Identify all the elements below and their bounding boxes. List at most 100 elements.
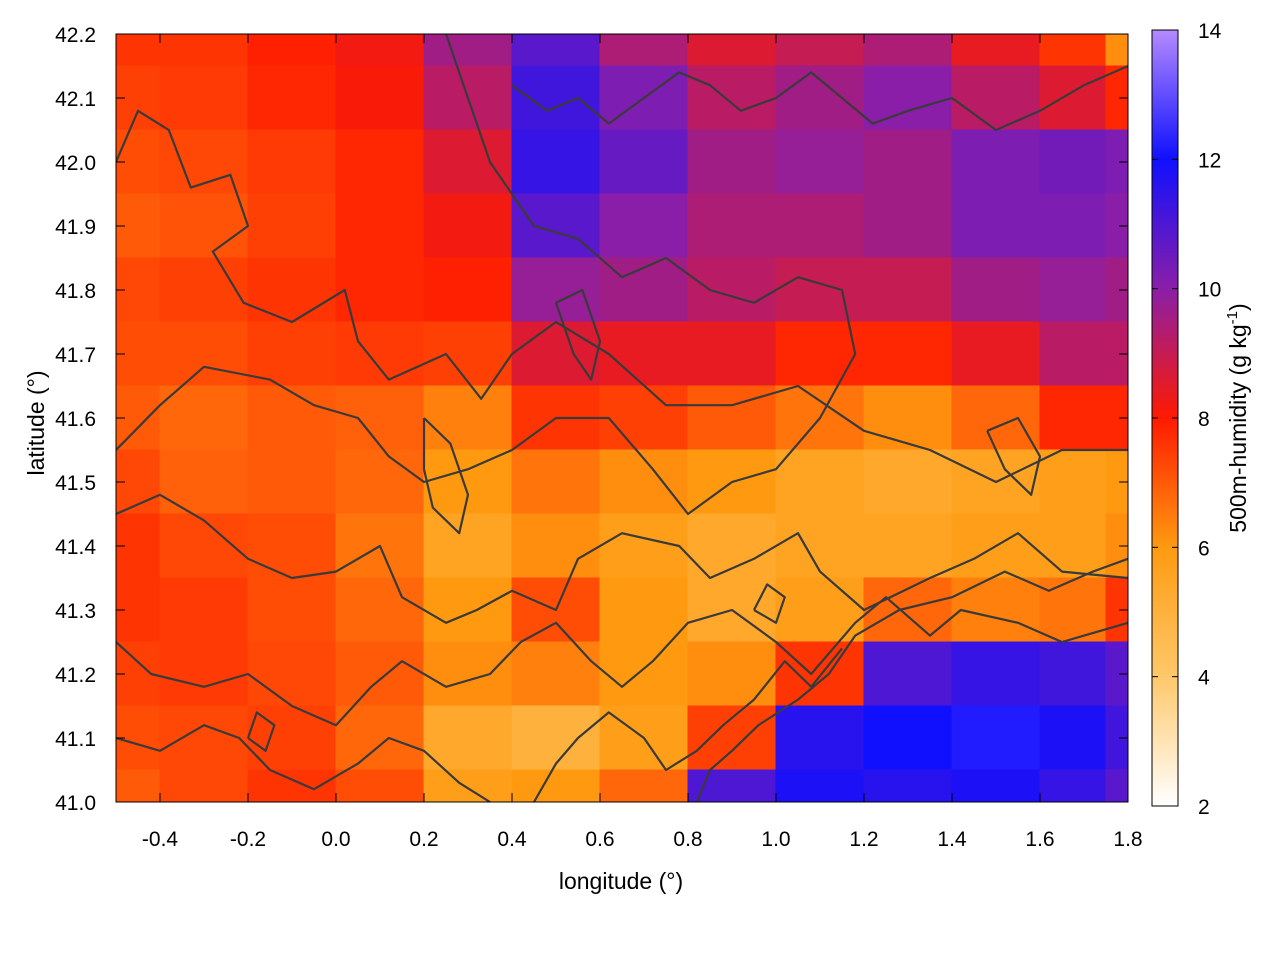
contour-line [116, 34, 857, 516]
heatmap-cell [863, 129, 953, 195]
heatmap-cell [1039, 129, 1107, 195]
heatmap-cell [1105, 257, 1128, 323]
colorbar-label-main: 500m-humidity (g kg [1225, 324, 1251, 532]
heatmap-cell [951, 65, 1041, 131]
heatmap-cell [687, 705, 777, 771]
heatmap-cell [247, 577, 337, 643]
heatmap-cell [951, 705, 1041, 771]
heatmap-cell [335, 193, 425, 259]
contour-line [246, 711, 276, 752]
colorbar-tick-label: 14 [1198, 20, 1222, 43]
colorbar-label-close: ) [1225, 303, 1251, 311]
heatmap-cell [335, 769, 425, 802]
x-axis-ticks: -0.4 -0.2 0.0 0.2 0.4 0.6 0.8 1.0 1.2 1.4 1.6 1.8 [142, 34, 1143, 851]
heatmap-cell [863, 513, 953, 579]
y-axis-ticks: 41.0 41.1 41.2 41.3 41.4 41.5 41.6 41.7 41.8 41.9… [55, 24, 1128, 815]
heatmap-cell [159, 513, 249, 579]
y-tick-label: 41.8 [55, 280, 96, 303]
heatmap-cell [863, 641, 953, 707]
heatmap-cell [1039, 769, 1107, 802]
heatmap-cell [951, 129, 1041, 195]
heatmap-cell [159, 449, 249, 515]
heatmap-cell [951, 577, 1041, 643]
x-tick-label: 0.0 [321, 828, 350, 851]
colorbar-label-exponent: -1 [1224, 311, 1241, 324]
heatmap-cell [159, 34, 249, 67]
heatmap-cell [1105, 705, 1128, 771]
heatmap-cell [1105, 385, 1128, 451]
heatmap-cell [1105, 193, 1128, 259]
heatmap-cell [335, 577, 425, 643]
heatmap-cell [511, 705, 601, 771]
heatmap-cell [335, 129, 425, 195]
heatmap-cell [247, 385, 337, 451]
contour-line [554, 288, 602, 381]
heatmap-cell [423, 34, 513, 67]
heatmap-cell [423, 705, 513, 771]
heatmap-cell [159, 257, 249, 323]
colorbar-tick-label: 6 [1198, 537, 1210, 560]
contour-line [533, 647, 843, 802]
heatmap-cell [687, 641, 777, 707]
heatmap-cell [159, 577, 249, 643]
heatmap-cell [423, 193, 513, 259]
heatmap-cell [951, 641, 1041, 707]
heatmap-cell [423, 769, 513, 802]
y-tick-label: 41.3 [55, 600, 96, 623]
heatmap-cell [599, 769, 689, 802]
contour-lines [116, 34, 1128, 802]
heatmap-cell [863, 34, 953, 67]
heatmap-cell [863, 769, 953, 802]
heatmap-cell [1105, 321, 1128, 387]
heatmap-cell [1039, 705, 1107, 771]
y-tick-label: 41.6 [55, 408, 96, 431]
heatmap-cell [863, 385, 953, 451]
heatmap-cell [335, 65, 425, 131]
heatmap-cell [511, 193, 601, 259]
heatmap-cell [1039, 641, 1107, 707]
heatmap-cell [863, 449, 953, 515]
heatmap-cell [863, 193, 953, 259]
heatmap-cell [247, 129, 337, 195]
colorbar-tick-label: 4 [1198, 667, 1210, 690]
heatmap-cell [775, 34, 865, 67]
y-tick-label: 41.5 [55, 472, 96, 495]
heatmap-cell [247, 513, 337, 579]
y-tick-label: 41.0 [55, 792, 96, 815]
heatmap-cell [511, 513, 601, 579]
heatmap-cell [687, 65, 777, 131]
contour-line [116, 493, 1128, 624]
heatmap-cell [1039, 193, 1107, 259]
heatmap-cell [863, 705, 953, 771]
heatmap-cell [599, 513, 689, 579]
heatmap-cell [951, 257, 1041, 323]
heatmap-cell [159, 321, 249, 387]
x-tick-label: 0.8 [673, 828, 702, 851]
colorbar-tick-label: 10 [1198, 279, 1221, 302]
x-tick-label: 0.2 [409, 828, 438, 851]
heatmap-cell [687, 321, 777, 387]
heatmap-cell [1039, 321, 1107, 387]
colorbar-tick-label: 12 [1198, 149, 1221, 172]
x-axis-label: longitude (°) [559, 868, 683, 894]
contour-line [511, 64, 1128, 132]
heatmap-cell [599, 193, 689, 259]
y-tick-label: 41.7 [55, 344, 96, 367]
heatmap-cell [335, 705, 425, 771]
heatmap-cell [247, 193, 337, 259]
heatmap-cell [159, 769, 249, 802]
heatmap-cell [1105, 577, 1128, 643]
y-tick-label: 41.1 [55, 728, 96, 751]
contour-line [422, 417, 470, 535]
heatmap-cell [335, 321, 425, 387]
x-tick-label: -0.2 [230, 828, 266, 851]
heatmap-cell [116, 769, 161, 802]
heatmap-cell [1105, 34, 1128, 67]
heatmap-cell [951, 34, 1041, 67]
heatmap-cell [599, 385, 689, 451]
heatmap-cell [335, 257, 425, 323]
heatmap-cell [599, 34, 689, 67]
heatmap-cell [1039, 513, 1107, 579]
heatmap-cell [511, 257, 601, 323]
